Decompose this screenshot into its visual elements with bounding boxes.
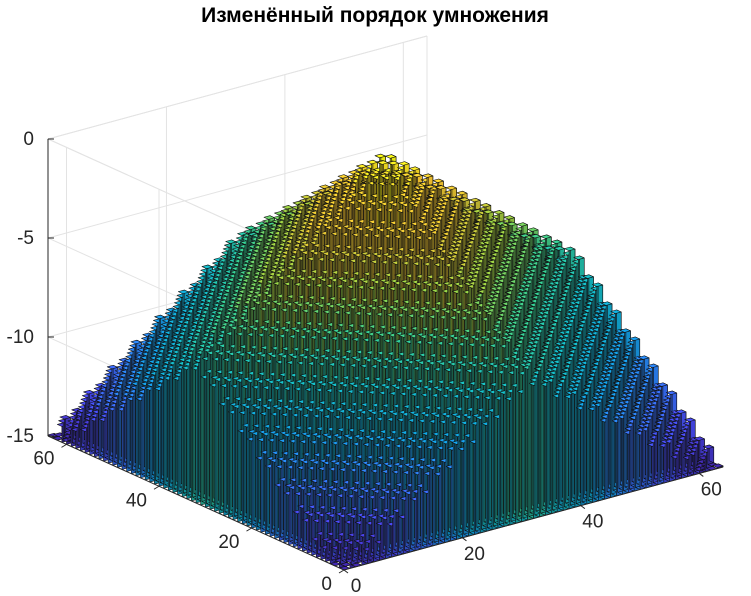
- bars-group: [47, 153, 724, 571]
- box-edge-3: [47, 35, 428, 140]
- bar-face-top: [83, 390, 95, 395]
- bar-face-top: [130, 339, 142, 345]
- bar-face-top: [106, 364, 119, 370]
- bar-face-top: [59, 415, 71, 420]
